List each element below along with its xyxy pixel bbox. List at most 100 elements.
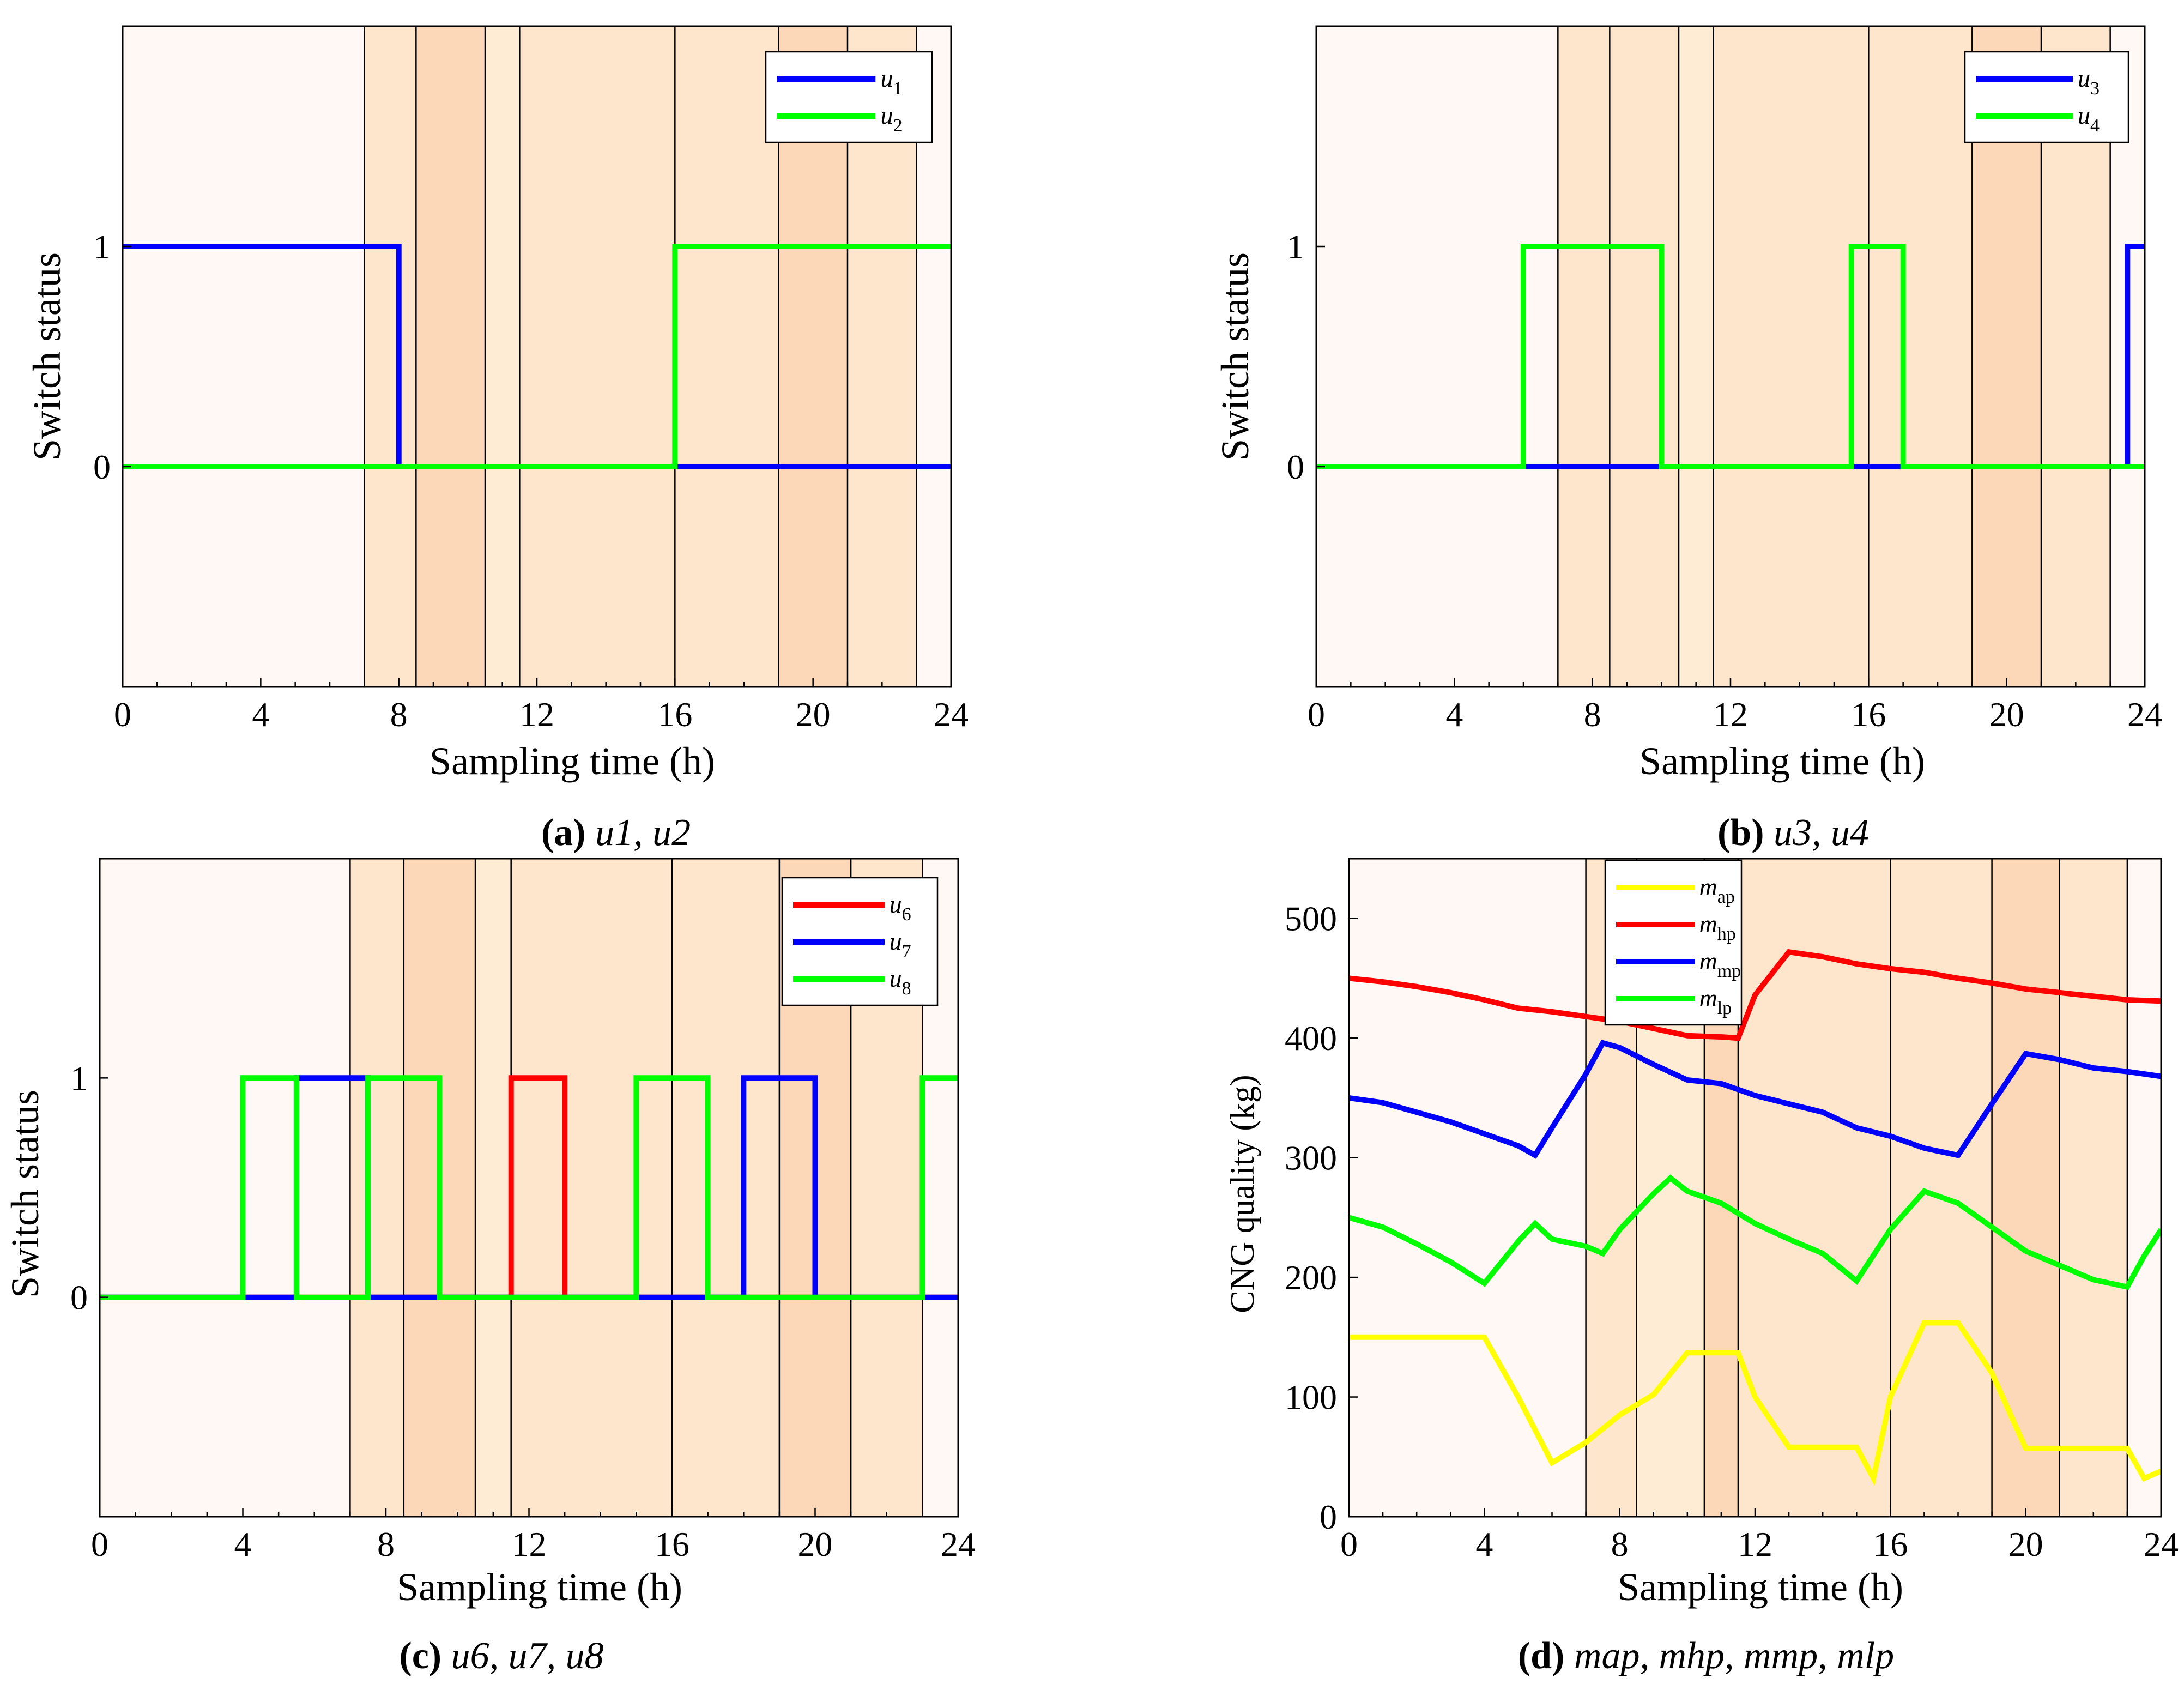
panel-c-series-u8	[100, 1075, 958, 1300]
panel-a-band-4	[519, 26, 675, 687]
panel-c-xtick-label: 20	[798, 1525, 833, 1564]
panel-b-ytick-label: 1	[1287, 227, 1304, 266]
panel-c-xtick-label: 4	[234, 1525, 252, 1564]
panel-c-xtick-label: 0	[91, 1525, 108, 1564]
panel-d-xtick-label: 20	[2008, 1525, 2043, 1564]
panel-b-xtick-label: 8	[1584, 695, 1601, 734]
panel-a-band-3	[485, 26, 520, 687]
panel-d-ytick-label: 300	[1285, 1139, 1337, 1178]
panel-a-xtick-label: 0	[114, 695, 131, 734]
panel-a-band-0	[123, 26, 365, 687]
panel-a-caption: (a) u1, u2	[541, 812, 691, 854]
panel-a-xlabel: Sampling time (h)	[429, 739, 715, 783]
panel-d-xtick-label: 16	[1873, 1525, 1908, 1564]
panel-d-ytick-label: 0	[1320, 1498, 1337, 1536]
panel-c-caption: (c) u6, u7, u8	[399, 1635, 603, 1677]
panel-a-legend-label-u2: u2	[880, 101, 902, 136]
panel-c-band-3	[475, 859, 511, 1517]
panel-d-series	[1349, 949, 2161, 1487]
panel-b-xtick-label: 16	[1851, 695, 1886, 734]
panel-d-xlabel: Sampling time (h)	[1618, 1565, 1903, 1609]
panel-c-band-5	[672, 859, 779, 1517]
panel-b-xtick-label: 4	[1445, 695, 1463, 734]
panel-b-xlabel: Sampling time (h)	[1639, 739, 1925, 783]
panel-b-band-1	[1558, 26, 1610, 687]
panel-d-legend-label-map: map	[1699, 873, 1735, 907]
panel-d-legend-label-mlp: mlp	[1699, 984, 1732, 1018]
panel-a-band-2	[416, 26, 485, 687]
panel-d-band-7	[2059, 859, 2127, 1517]
panel-d-xtick-label: 24	[2144, 1525, 2179, 1564]
panel-d-ytick-label: 500	[1285, 900, 1337, 938]
panel-c-band-0	[100, 859, 350, 1517]
panel-d-legend-label-mhp: mhp	[1699, 910, 1736, 944]
panel-d-ticks: 0 4 8 12 16 20 24 0 100 200 300 400 500	[1285, 900, 2179, 1564]
panel-b-legend-box	[1964, 51, 2129, 143]
panel-b-band-2	[1610, 26, 1679, 687]
panel-a-xtick-label: 12	[519, 695, 554, 734]
panel-c-ytick-label: 0	[70, 1278, 88, 1317]
panel-c-xlabel: Sampling time (h)	[397, 1565, 682, 1609]
panel-b-band-0	[1316, 26, 1558, 687]
panel-d-band-0	[1349, 859, 1586, 1517]
panel-d-xtick-label: 0	[1340, 1525, 1358, 1564]
panel-a-ytick-label: 1	[93, 227, 111, 266]
panel-b-ylabel: Switch status	[1213, 252, 1257, 461]
panel-c-band-4	[511, 859, 672, 1517]
panel-c-ticks: 0 4 8 12 16 20 24 0 1	[70, 1059, 976, 1564]
panel-d-ytick-label: 400	[1285, 1019, 1337, 1058]
panel-b-band-3	[1679, 26, 1714, 687]
panel-b-ticks: 0 4 8 12 16 20 24 0 1	[1287, 227, 2162, 734]
panel-d-series-mmp	[1349, 1040, 2161, 1159]
panel-a-ticks: 0 4 8 12 16 20 24 0 1	[93, 227, 969, 734]
panel-a-xtick-label: 8	[390, 695, 408, 734]
panel-a-legend-box	[765, 51, 933, 143]
panel-a-ytick-label: 0	[93, 448, 111, 486]
panel-b-legend-label-u4: u4	[2078, 101, 2100, 136]
panel-b-caption: (b) u3, u4	[1717, 812, 1869, 854]
panel-b-xtick-label: 24	[2127, 695, 2162, 734]
panel-c-band-1	[350, 859, 404, 1517]
panel-a-ylabel: Switch status	[25, 252, 69, 461]
panel-d-caption: (d) map, mhp, mmp, mlp	[1518, 1635, 1894, 1677]
panel-d-ytick-label: 200	[1285, 1258, 1337, 1297]
panel-b-xtick-label: 20	[1989, 695, 2024, 734]
panel-a-xtick-label: 20	[796, 695, 831, 734]
panel-d-band-5	[1890, 859, 1992, 1517]
panel-b-ytick-label: 0	[1287, 448, 1304, 486]
panel-a-band-1	[364, 26, 416, 687]
panel-d-ylabel: CNG quality (kg)	[1224, 1075, 1261, 1313]
panel-c-legend-label-u7: u7	[890, 927, 911, 962]
panel-c-legend-label-u8: u8	[890, 964, 911, 999]
panel-c-xtick-label: 24	[941, 1525, 976, 1564]
panel-d-xtick-label: 12	[1738, 1525, 1772, 1564]
panel-a-xtick-label: 4	[252, 695, 269, 734]
panel-d-xtick-label: 4	[1475, 1525, 1493, 1564]
panel-d-series-mlp	[1349, 1174, 2161, 1290]
panel-c-xtick-label: 12	[512, 1525, 547, 1564]
panel-d-ytick-label: 100	[1285, 1378, 1337, 1417]
panel-c-xtick-label: 8	[377, 1525, 395, 1564]
panel-b-series-u4	[1316, 244, 2145, 469]
panel-c-series	[100, 1075, 958, 1300]
panel-b-band-5	[1868, 26, 1973, 687]
panel-b-band-4	[1713, 26, 1869, 687]
panel-a-xtick-label: 24	[934, 695, 969, 734]
panel-d-series-map	[1349, 1320, 2161, 1487]
panel-d: 0 4 8 12 16 20 24 0 100 200 300 400 500 mapmhpmmpmlp…	[1224, 858, 2179, 1677]
panel-a-legend-label-u1: u1	[880, 64, 902, 99]
panel-a-band-5	[675, 26, 779, 687]
panel-b-xtick-label: 0	[1308, 695, 1325, 734]
panel-d-xtick-label: 8	[1611, 1525, 1629, 1564]
panel-d-series-mhp	[1349, 949, 2161, 1041]
panel-c-xtick-label: 16	[655, 1525, 689, 1564]
panel-d-legend-label-mmp: mmp	[1699, 947, 1741, 981]
